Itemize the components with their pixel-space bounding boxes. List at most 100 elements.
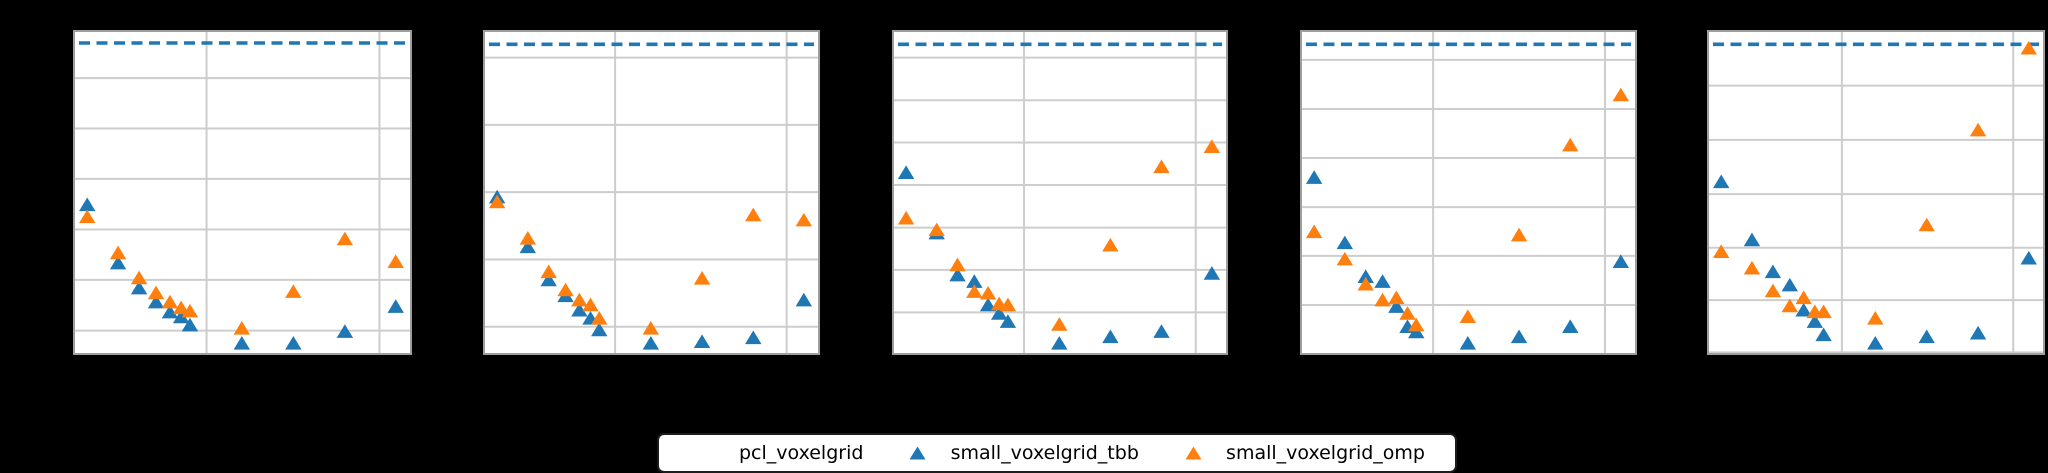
subplot-3-canvas (892, 30, 1228, 355)
scatter-marker-tbb (1388, 299, 1405, 313)
legend-item-small-voxelgrid-tbb: small_voxelgrid_tbb (901, 442, 1139, 464)
scatter-marker-omp (1153, 159, 1170, 174)
scatter-marker-tbb (642, 336, 660, 350)
scatter-marker-tbb (336, 324, 354, 338)
scatter-marker-tbb (233, 336, 251, 350)
legend-marker-tbb (909, 446, 926, 460)
scatter-marker-omp (1867, 310, 1884, 325)
scatter-marker-tbb (387, 299, 404, 313)
scatter-marker-omp (1336, 251, 1354, 266)
scatter-marker-tbb (130, 280, 148, 295)
scatter-marker-tbb (109, 255, 127, 270)
scatter-marker-tbb (172, 309, 190, 324)
scatter-marker-tbb (999, 314, 1017, 328)
scatter-marker-tbb (519, 239, 537, 254)
scatter-marker-omp (1374, 292, 1391, 307)
scatter-marker-omp (1764, 283, 1782, 298)
scatter-marker-omp (1612, 87, 1630, 102)
scatter-marker-omp (1918, 217, 1935, 232)
scatter-marker-omp (1781, 298, 1799, 313)
triangle-up-icon (1176, 446, 1210, 460)
subplot-5 (1707, 30, 2045, 355)
scatter-marker-omp (2020, 40, 2037, 55)
scatter-marker-tbb (540, 272, 557, 287)
scatter-marker-tbb (591, 322, 608, 337)
legend-item-small-voxelgrid-omp: small_voxelgrid_omp (1176, 442, 1425, 464)
scatter-marker-tbb (966, 274, 983, 288)
scatter-marker-tbb (1102, 329, 1119, 344)
scatter-marker-tbb (1795, 302, 1812, 317)
scatter-marker-tbb (979, 297, 997, 312)
scatter-marker-omp (897, 210, 915, 225)
scatter-marker-omp (591, 310, 608, 325)
scatter-marker-omp (79, 209, 96, 224)
scatter-marker-tbb (1510, 329, 1528, 344)
scatter-marker-tbb (990, 306, 1008, 320)
scatter-marker-omp (1399, 306, 1416, 320)
scatter-marker-omp (488, 194, 506, 209)
subplot-1-canvas (73, 30, 412, 355)
scatter-marker-tbb (897, 165, 915, 179)
scatter-marker-omp (1305, 224, 1323, 239)
plot-border (892, 30, 1228, 355)
scatter-marker-omp (928, 222, 945, 237)
legend-label-small-voxelgrid-omp: small_voxelgrid_omp (1226, 442, 1425, 464)
subplot-5-canvas (1707, 30, 2045, 355)
plot-border (1707, 30, 2045, 355)
plot-area-background (892, 30, 1228, 355)
scatter-marker-tbb (1612, 254, 1630, 269)
scatter-marker-omp (1408, 317, 1425, 332)
scatter-marker-tbb (693, 334, 711, 348)
triangle-up-icon (901, 446, 935, 460)
scatter-marker-omp (1795, 290, 1812, 305)
legend-label-small-voxelgrid-tbb: small_voxelgrid_tbb (950, 442, 1139, 464)
plot-area-background (73, 30, 412, 355)
scatter-marker-tbb (949, 267, 966, 282)
scatter-marker-tbb (79, 197, 96, 212)
scatter-marker-tbb (181, 317, 199, 332)
plot-border (483, 30, 820, 355)
scatter-marker-tbb (795, 292, 813, 307)
scatter-marker-omp (161, 294, 179, 309)
scatter-marker-omp (1388, 290, 1405, 305)
scatter-marker-tbb (1051, 336, 1068, 350)
scatter-marker-tbb (1806, 314, 1824, 328)
scatter-marker-tbb (1743, 232, 1761, 247)
scatter-marker-tbb (1918, 329, 1935, 344)
subplot-1 (73, 30, 412, 355)
subplot-4 (1300, 30, 1637, 355)
scatter-marker-omp (1712, 244, 1730, 258)
scatter-marker-omp (130, 270, 148, 285)
scatter-marker-omp (745, 207, 762, 222)
scatter-marker-tbb (1357, 269, 1374, 283)
scatter-marker-omp (966, 284, 983, 298)
plot-area-background (1707, 30, 2045, 355)
scatter-marker-tbb (1712, 174, 1730, 189)
scatter-marker-tbb (2020, 250, 2037, 265)
scatter-marker-omp (109, 245, 127, 260)
scatter-marker-omp (1815, 304, 1832, 319)
scatter-marker-omp (1969, 122, 1987, 137)
plot-border (1300, 30, 1637, 355)
scatter-marker-tbb (571, 302, 588, 317)
subplot-2-canvas (483, 30, 820, 355)
scatter-marker-omp (1051, 317, 1068, 331)
legend-label-pcl-voxelgrid: pcl_voxelgrid (739, 442, 864, 464)
scatter-marker-tbb (1764, 264, 1782, 279)
scatter-marker-tbb (1336, 235, 1354, 250)
scatter-marker-tbb (1867, 336, 1884, 350)
scatter-marker-omp (147, 285, 165, 300)
scatter-marker-omp (1203, 139, 1221, 153)
scatter-marker-omp (540, 264, 557, 279)
plot-area-background (1300, 30, 1637, 355)
scatter-marker-tbb (147, 294, 165, 309)
legend-marker-omp (1185, 446, 1202, 460)
scatter-marker-omp (949, 257, 966, 272)
legend-item-pcl-voxelgrid: pcl_voxelgrid (689, 442, 863, 464)
scatter-marker-tbb (1781, 277, 1799, 292)
scatter-marker-omp (557, 282, 574, 297)
plot-border (73, 30, 412, 355)
scatter-marker-tbb (1374, 274, 1391, 288)
scatter-marker-tbb (1153, 324, 1170, 338)
scatter-marker-omp (1743, 260, 1761, 275)
